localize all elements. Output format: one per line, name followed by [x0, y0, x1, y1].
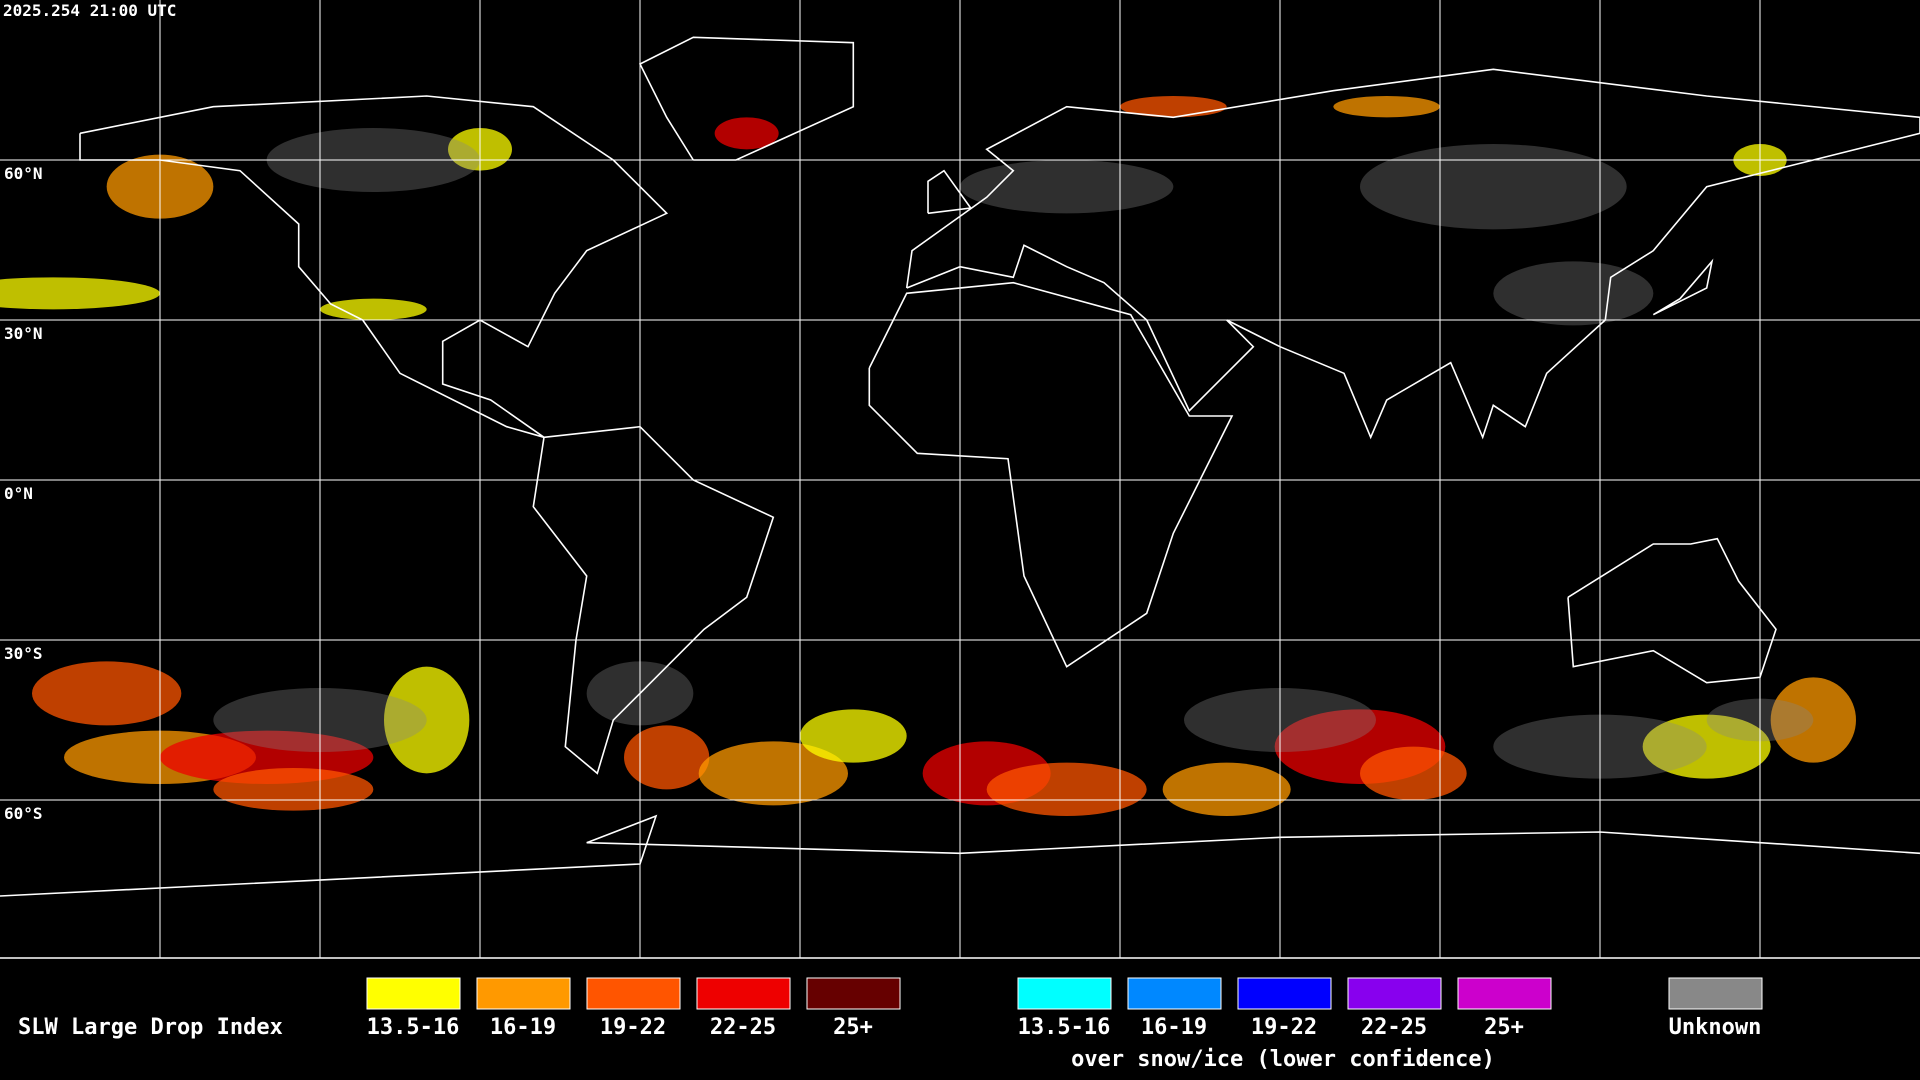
lat-label: 60°S [4, 804, 43, 823]
cloud-blob [213, 768, 374, 811]
timestamp: 2025.254 21:00 UTC [3, 1, 176, 20]
legend-label: 13.5-16 [367, 1015, 460, 1040]
coastline [532, 425, 775, 775]
legend-swatch [586, 977, 681, 1010]
lat-label: 0°N [4, 484, 33, 503]
coastline [868, 281, 1234, 668]
cloud-blob [1162, 762, 1291, 816]
legend-swatch [366, 977, 461, 1010]
legend-label: 16-19 [490, 1015, 556, 1040]
cloud-blob [986, 762, 1147, 816]
cloud-blob [32, 661, 182, 726]
unknown-area [1493, 261, 1654, 326]
legend-swatch [476, 977, 571, 1010]
lat-label: 60°N [4, 164, 43, 183]
legend-snow-swatch [1017, 977, 1112, 1010]
legend: SLW Large Drop Index over snow/ice (lowe… [18, 977, 1763, 1072]
cloud-blob [1120, 96, 1227, 118]
legend-swatch [806, 977, 901, 1010]
legend-unknown-label: Unknown [1669, 1015, 1762, 1040]
cloud-blob [0, 277, 160, 310]
legend-snow-swatch [1127, 977, 1222, 1010]
cloud-blob [624, 725, 710, 790]
legend-unknown-swatch [1668, 977, 1763, 1010]
coastline [927, 169, 973, 215]
coastline [638, 36, 855, 161]
legend-snow-label: 19-22 [1251, 1015, 1317, 1040]
legend-title: SLW Large Drop Index [18, 1015, 283, 1040]
cloud-blob [384, 666, 470, 774]
lat-label: 30°S [4, 644, 43, 663]
legend-snow-swatch [1237, 977, 1332, 1010]
cloud-blob [320, 298, 427, 321]
cloud-blob [714, 117, 779, 150]
coastline [1567, 537, 1777, 684]
legend-label: 22-25 [710, 1015, 776, 1040]
cloud-blob [1642, 714, 1771, 779]
cloud-blob [1333, 96, 1440, 118]
legend-snow-label: 16-19 [1141, 1015, 1207, 1040]
coastline [79, 95, 669, 439]
legend-snow-label: 25+ [1484, 1015, 1524, 1040]
legend-swatch [696, 977, 791, 1010]
legend-label: 19-22 [600, 1015, 666, 1040]
legend-snow-label: 13.5-16 [1018, 1015, 1111, 1040]
cloud-blob [1770, 677, 1857, 763]
lat-label: 30°N [4, 324, 43, 343]
unknown-area [1360, 144, 1627, 230]
legend-snow-label: 22-25 [1361, 1015, 1427, 1040]
legend-caption: over snow/ice (lower confidence) [1071, 1047, 1495, 1072]
graticule [0, 0, 1920, 958]
cloud-blob [698, 741, 848, 806]
coastline [1652, 258, 1714, 316]
legend-snow-swatch [1347, 977, 1442, 1010]
legend-snow-swatch [1457, 977, 1552, 1010]
legend-label: 25+ [833, 1015, 873, 1040]
cloud-blob [800, 709, 907, 763]
coastline [0, 814, 1920, 897]
unknown-area [959, 160, 1174, 214]
lat-labels: 60°N 30°N 0°N 30°S 60°S [4, 164, 43, 823]
cloud-blob [1360, 746, 1467, 800]
